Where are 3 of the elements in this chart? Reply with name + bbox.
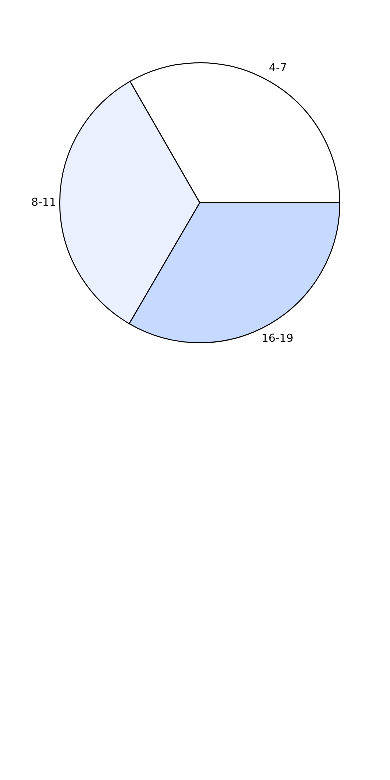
slice-label: 4-7	[269, 61, 288, 74]
slice-label: 16-19	[262, 332, 294, 345]
slice-label: 8-11	[32, 196, 56, 210]
